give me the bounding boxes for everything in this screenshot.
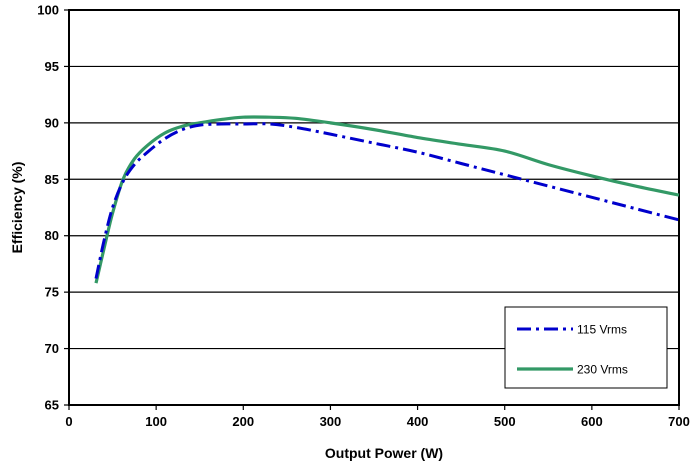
x-tick-label: 100 (145, 414, 167, 429)
y-tick-label: 100 (37, 3, 59, 18)
x-tick-label: 700 (668, 414, 690, 429)
x-tick-label: 600 (581, 414, 603, 429)
data-series (94, 115, 680, 284)
grid-lines (69, 65, 679, 350)
x-axis-title: Output Power (W) (325, 445, 443, 461)
y-axis-title: Efficiency (%) (9, 162, 25, 254)
y-tick-label: 95 (45, 59, 59, 74)
y-axis-ticks: 65 70 75 80 85 90 95 100 (37, 3, 69, 413)
y-tick-label: 90 (45, 115, 59, 130)
legend-label-115-vrms: 115 Vrms (577, 323, 627, 337)
y-tick-label: 75 (45, 285, 59, 300)
series-line-230-vrms (94, 115, 680, 284)
x-tick-label: 200 (232, 414, 254, 429)
x-tick-label: 300 (320, 414, 342, 429)
x-axis-ticks: 0 100 200 300 400 500 600 700 (65, 405, 690, 429)
y-tick-label: 65 (45, 398, 59, 413)
legend: 115 Vrms 230 Vrms (504, 306, 668, 389)
y-tick-label: 85 (45, 172, 59, 187)
x-tick-label: 500 (494, 414, 516, 429)
legend-box (504, 306, 668, 389)
legend-label-230-vrms: 230 Vrms (577, 363, 628, 377)
x-tick-label: 400 (407, 414, 429, 429)
series-line-115-vrms (94, 122, 680, 279)
y-tick-label: 80 (45, 228, 59, 243)
x-tick-label: 0 (65, 414, 72, 429)
y-tick-label: 70 (45, 341, 59, 356)
plot-area-frame (68, 9, 680, 406)
